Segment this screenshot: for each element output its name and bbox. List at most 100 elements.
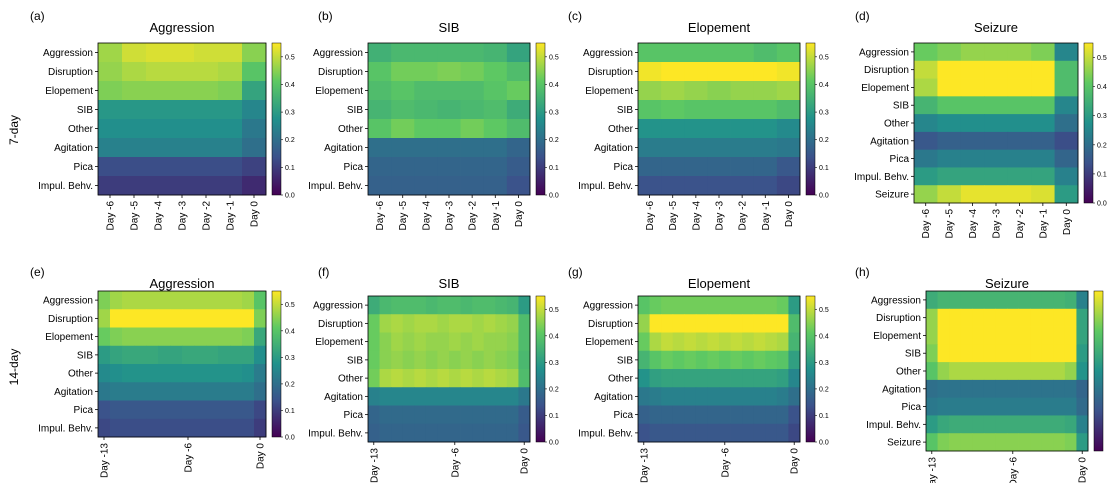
heatmap-cell (122, 345, 135, 365)
heatmap-cell (1041, 397, 1054, 416)
heatmap-cell (368, 176, 392, 196)
heatmap-cell (242, 345, 255, 365)
heatmap-panels: (a) Aggression Aggression Disruption Elopeme… (30, 9, 1107, 483)
colorbar-tick-label: 0.5 (285, 302, 295, 309)
heatmap-cell (1007, 185, 1032, 204)
heatmap-cell (146, 43, 171, 63)
heatmap-cell (638, 423, 650, 443)
heatmap-cell (960, 344, 973, 363)
heatmap-cell (672, 369, 685, 388)
heatmap-cell (684, 100, 708, 120)
heatmap-cell (926, 397, 938, 416)
heatmap-cell (98, 62, 123, 82)
heatmap-cell (1076, 362, 1089, 381)
heatmap-cell (437, 157, 461, 177)
heatmap-cell (776, 62, 801, 82)
heatmap-cell (368, 387, 380, 406)
heatmap-cell (170, 62, 195, 82)
plot-frame (367, 295, 531, 443)
colorbar-tick-label: 0.0 (285, 193, 295, 200)
heatmap-cell (218, 157, 243, 177)
y-tick-label: Other (68, 369, 94, 380)
x-tick-label: Day -5 (130, 201, 141, 231)
heatmap-cell (518, 332, 531, 352)
heatmap-cell (242, 176, 267, 196)
heatmap-cell (638, 296, 650, 315)
heatmap-cell (110, 309, 123, 328)
colorbar (535, 42, 546, 196)
heatmap-cell (170, 345, 183, 365)
x-tick-label: Day -13 (369, 448, 380, 483)
y-tick-label: SIB (347, 105, 363, 116)
heatmap-cell (368, 119, 392, 139)
heatmap-cell (776, 81, 801, 101)
heatmap-cell (914, 185, 938, 204)
heatmap-cell (242, 157, 267, 177)
heatmap-cell (719, 423, 731, 443)
heatmap-cell (1007, 344, 1019, 363)
panel-letter: (b) (318, 9, 333, 23)
heatmap-cell (638, 62, 662, 82)
heatmap-cell (695, 405, 708, 425)
heatmap-cell (719, 296, 731, 315)
colorbar-tick-label: 0.2 (819, 386, 829, 393)
heatmap-cell (242, 382, 255, 401)
heatmap-cell (753, 81, 778, 101)
heatmap-cell (483, 100, 508, 120)
colorbar-tick-label: 0.4 (285, 82, 295, 89)
heatmap-cell (170, 400, 183, 420)
heatmap-cell (937, 397, 950, 416)
y-tick-label: Pica (74, 162, 94, 173)
heatmap-cell (1041, 326, 1054, 345)
colorbar-tick-label: 0.5 (285, 54, 295, 61)
heatmap-cell (661, 81, 685, 101)
heatmap-cell (495, 332, 508, 352)
heatmap-cell (146, 364, 159, 383)
heatmap-cell (518, 423, 531, 443)
heatmap-cell (1018, 397, 1031, 416)
heatmap-cell (960, 308, 973, 327)
heatmap-cell (730, 157, 755, 177)
y-tick-label: Impul. Behv. (308, 181, 363, 192)
heatmap-cell (995, 433, 1008, 452)
colorbar-tick-label: 0.1 (549, 413, 559, 420)
heatmap-cell (1030, 362, 1043, 381)
heatmap-cell (649, 369, 662, 388)
heatmap-cell (995, 344, 1008, 363)
heatmap-cell (719, 332, 731, 352)
y-tick-label: Aggression (859, 47, 909, 58)
heatmap-cell (98, 327, 111, 347)
x-tick-label: Day -6 (375, 201, 386, 231)
heatmap-cell (765, 387, 778, 406)
heatmap-cell (684, 157, 708, 177)
heatmap-cell (707, 314, 720, 333)
heatmap-cell (1018, 362, 1031, 381)
heatmap-cell (506, 157, 531, 177)
heatmap-cell (98, 176, 123, 196)
heatmap-cell (122, 309, 135, 328)
heatmap-cell (218, 327, 231, 347)
heatmap-cell (437, 62, 461, 82)
heatmap-cell (765, 405, 778, 425)
y-tick-label: Agitation (594, 143, 633, 154)
y-tick-label: Other (68, 124, 94, 135)
heatmap-cell (122, 119, 147, 139)
heatmap-cell (638, 405, 650, 425)
heatmap-cell (1064, 362, 1077, 381)
y-tick-label: Impul. Behv. (854, 172, 909, 183)
heatmap-cell (414, 314, 427, 333)
colorbar-tick-label: 0.1 (285, 408, 295, 415)
heatmap-cell (218, 100, 243, 120)
heatmap-cell (730, 314, 743, 333)
heatmap-cell (742, 369, 755, 388)
heatmap-cell (122, 418, 135, 438)
heatmap-cell (158, 418, 171, 438)
heatmap-cell (926, 433, 938, 452)
x-tick-label: Day -1 (1038, 209, 1049, 239)
heatmap-cell (1053, 433, 1066, 452)
x-tick-label: Day -1 (491, 201, 502, 231)
heatmap-cell (707, 369, 720, 388)
heatmap-cell (206, 327, 219, 347)
heatmap-cell (218, 400, 231, 420)
colorbar (805, 42, 816, 196)
